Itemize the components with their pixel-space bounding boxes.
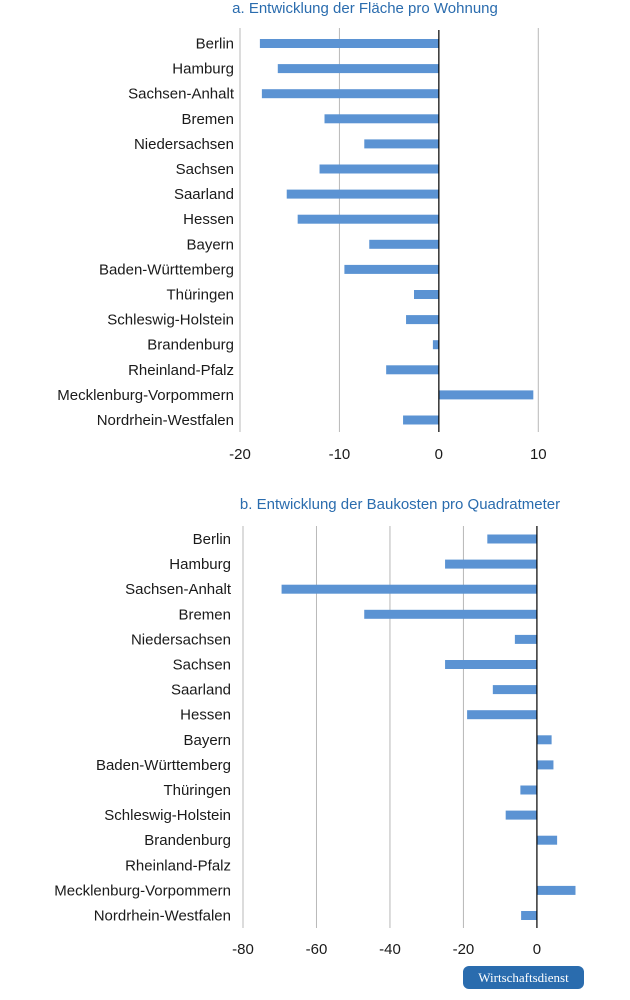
- category-label: Niedersachsen: [134, 136, 234, 153]
- bar: [487, 534, 537, 544]
- wirtschaftsdienst-logo: Wirtschaftsdienst: [463, 966, 584, 989]
- category-label: Bremen: [178, 606, 231, 623]
- tick-label: 0: [533, 941, 541, 958]
- category-label: Saarland: [174, 186, 234, 203]
- category-label: Bremen: [181, 111, 234, 128]
- bar: [438, 390, 534, 400]
- category-label: Thüringen: [166, 287, 234, 304]
- tick-label: -10: [329, 446, 351, 463]
- category-label: Bayern: [186, 236, 234, 253]
- category-label: Schleswig-Holstein: [104, 807, 231, 824]
- bar: [467, 710, 537, 720]
- category-label: Niedersachsen: [131, 631, 231, 648]
- category-label: Hamburg: [172, 61, 234, 78]
- chart-0-plot: Berlin Hamburg Sachsen-Anhalt Bremen Nieders…: [57, 28, 547, 463]
- category-label: Brandenburg: [147, 337, 234, 354]
- category-label: Hessen: [183, 211, 234, 228]
- bar: [386, 365, 439, 375]
- category-label: Bayern: [183, 732, 231, 749]
- bar: [344, 264, 439, 274]
- bar: [520, 785, 537, 795]
- category-label: Nordrhein-Westfalen: [94, 908, 231, 925]
- bar: [324, 114, 439, 124]
- bar: [414, 290, 439, 299]
- category-label: Schleswig-Holstein: [107, 312, 234, 329]
- bar: [369, 239, 439, 249]
- bar: [261, 89, 439, 99]
- category-label: Brandenburg: [144, 832, 231, 849]
- chart-a-title: a. Entwicklung der Fläche pro Wohnung: [232, 0, 498, 17]
- category-label: Nordrhein-Westfalen: [97, 412, 234, 429]
- bar: [364, 139, 439, 149]
- tick-label: -80: [232, 941, 254, 958]
- bar: [521, 911, 537, 920]
- bar: [319, 164, 439, 174]
- bar: [364, 609, 537, 619]
- chart-a: Berlin Hamburg Sachsen-Anhalt Bremen Nieders…: [57, 28, 547, 463]
- bar: [492, 685, 537, 695]
- category-label: Hessen: [180, 707, 231, 724]
- bar: [514, 634, 537, 644]
- category-label: Rheinland-Pfalz: [125, 857, 231, 874]
- bar: [536, 760, 554, 770]
- tick-label: -40: [379, 941, 401, 958]
- category-label: Baden-Württemberg: [96, 757, 231, 774]
- tick-label: 10: [530, 446, 547, 463]
- category-label: Berlin: [196, 36, 234, 53]
- category-label: Rheinland-Pfalz: [128, 362, 234, 379]
- bar: [536, 885, 576, 895]
- category-label: Sachsen-Anhalt: [128, 86, 235, 103]
- category-label: Sachsen: [176, 161, 234, 178]
- category-label: Saarland: [171, 682, 231, 699]
- tick-label: 0: [435, 446, 443, 463]
- tick-label: -60: [306, 941, 328, 958]
- category-label: Sachsen-Anhalt: [125, 581, 232, 598]
- bar: [505, 810, 537, 820]
- tick-label: -20: [453, 941, 475, 958]
- bar: [536, 835, 558, 845]
- bar: [445, 559, 537, 569]
- bar: [445, 660, 537, 669]
- chart-b-title: b. Entwicklung der Baukosten pro Quadrat…: [239, 496, 561, 513]
- bar: [277, 64, 439, 74]
- bar: [286, 189, 439, 199]
- bar: [403, 415, 439, 425]
- bar: [281, 584, 537, 594]
- category-label: Hamburg: [169, 556, 231, 573]
- category-label: Thüringen: [163, 782, 231, 799]
- category-label: Sachsen: [173, 657, 231, 674]
- bar: [536, 735, 552, 745]
- bar: [297, 214, 439, 224]
- category-label: Mecklenburg-Vorpommern: [54, 882, 231, 899]
- bar: [432, 340, 439, 350]
- bar: [259, 39, 439, 48]
- bar: [406, 315, 439, 325]
- tick-label: -20: [229, 446, 251, 463]
- category-label: Berlin: [193, 531, 231, 548]
- category-label: Baden-Württemberg: [99, 261, 234, 278]
- chart-1-plot: Berlin Hamburg Sachsen-Anhalt Bremen Nieders…: [54, 526, 576, 958]
- category-label: Mecklenburg-Vorpommern: [57, 387, 234, 404]
